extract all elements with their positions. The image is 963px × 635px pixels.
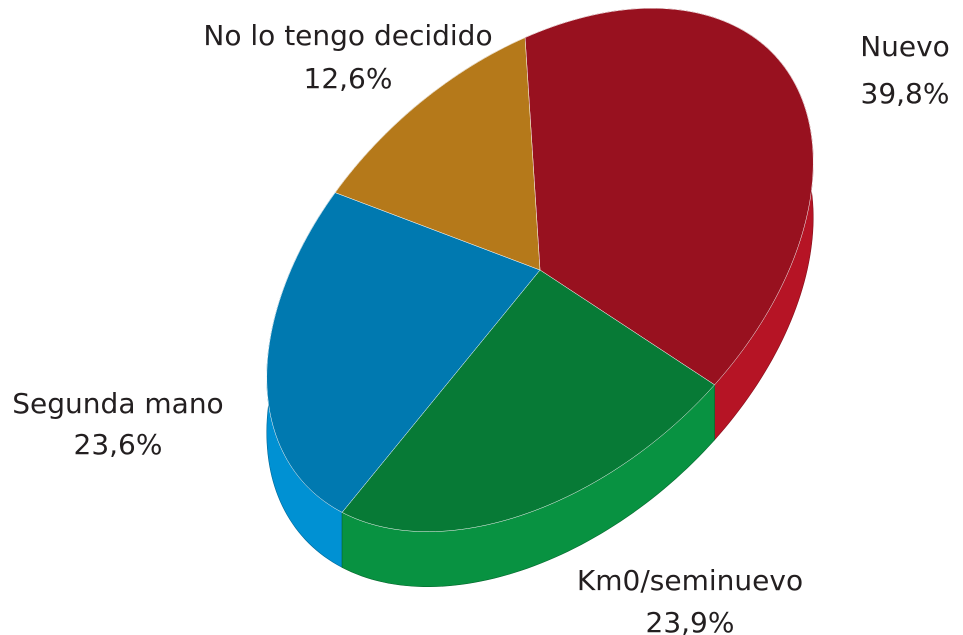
slice-label: Km0/seminuevo: [577, 564, 803, 597]
slice-value-label: 12,6%: [304, 62, 393, 95]
slice-label: Segunda mano: [12, 387, 223, 420]
slice: [524, 8, 814, 386]
slice: [334, 37, 541, 271]
slice: [266, 192, 541, 513]
slice-value-label: 23,9%: [646, 606, 735, 635]
slice-label: Nuevo: [860, 30, 950, 63]
slice: [341, 269, 715, 532]
slice-value-label: 23,6%: [74, 428, 163, 461]
slice-value-label: 39,8%: [861, 77, 950, 110]
slice-label: No lo tengo decidido: [203, 19, 492, 52]
